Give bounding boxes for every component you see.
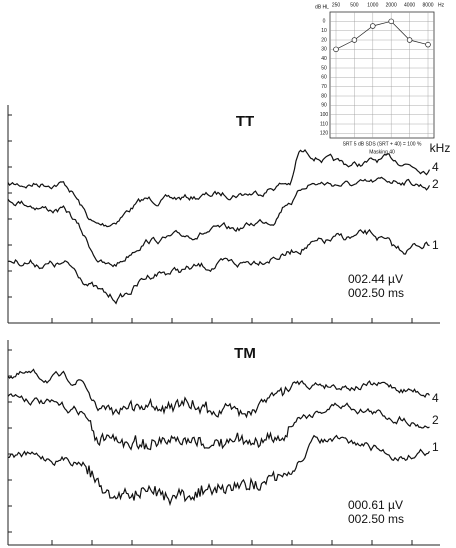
x-tick-label: 250: [332, 2, 341, 8]
trace-label: 1: [432, 238, 439, 252]
audiogram-point: [351, 37, 358, 43]
footer: Masking 40: [369, 149, 395, 155]
audiogram-point: [425, 41, 431, 48]
y-axis-label: dB HL: [315, 4, 329, 10]
audiogram: dB HL Hz SRT 5 dB SDS (SRT + 40) = 100 %…: [315, 2, 445, 155]
x-tick-label: 8000: [422, 2, 433, 8]
audiogram-line: [335, 20, 429, 50]
y-tick-label: 110: [320, 121, 328, 127]
x-unit: Hz: [438, 2, 445, 8]
footer: SRT 5 dB SDS (SRT + 40) = 100 %: [343, 141, 422, 147]
y-tick-label: 20: [321, 37, 327, 43]
waveform: [7, 368, 430, 419]
panel-tm: TM 4 2 1 000.61 µV 002.50 ms: [234, 345, 439, 526]
panel-title: TT: [236, 113, 254, 130]
x-tick-label: 500: [350, 2, 359, 8]
audiogram-point: [370, 23, 376, 29]
readout: 002.50 ms: [348, 512, 404, 526]
y-tick-label: 30: [321, 47, 327, 53]
readout: 002.44 µV: [348, 272, 403, 286]
y-tick-label: 120: [320, 131, 329, 137]
y-tick-label: 90: [321, 103, 327, 109]
y-tick-label: 10: [321, 28, 327, 34]
trace-label: 2: [432, 177, 439, 191]
audiogram-point: [388, 18, 394, 25]
trace-label: 1: [432, 440, 439, 454]
y-tick-label: 80: [321, 93, 327, 99]
waveform: [7, 176, 431, 268]
waveform: [7, 228, 430, 305]
x-tick-label: 4000: [404, 2, 415, 8]
trace-label: 2: [432, 413, 439, 427]
y-tick-label: 40: [321, 56, 327, 62]
waveform: [7, 149, 431, 228]
x-tick-label: 2000: [386, 2, 397, 8]
y-tick-label: 70: [321, 84, 327, 90]
panel-tt: TT kHz 4 2 1 002.44 µV 002.50 ms: [236, 113, 451, 300]
x-tick-label: 1000: [367, 2, 378, 8]
y-tick-label: 60: [321, 75, 327, 81]
waveform: [7, 434, 430, 507]
audiogram-frame: [329, 11, 435, 139]
waveform: [7, 393, 430, 451]
readout: 000.61 µV: [348, 498, 403, 512]
audiogram-point: [333, 46, 339, 53]
readout: 002.50 ms: [348, 286, 404, 300]
unit: kHz: [430, 141, 451, 155]
y-tick-label: 50: [321, 65, 327, 71]
trace-label: 4: [432, 391, 439, 405]
y-tick-label: 100: [320, 112, 329, 118]
trace-label: 4: [432, 160, 439, 174]
panel-title: TM: [234, 345, 256, 362]
audiogram-point: [406, 37, 413, 43]
y-tick-label: 0: [323, 19, 326, 25]
